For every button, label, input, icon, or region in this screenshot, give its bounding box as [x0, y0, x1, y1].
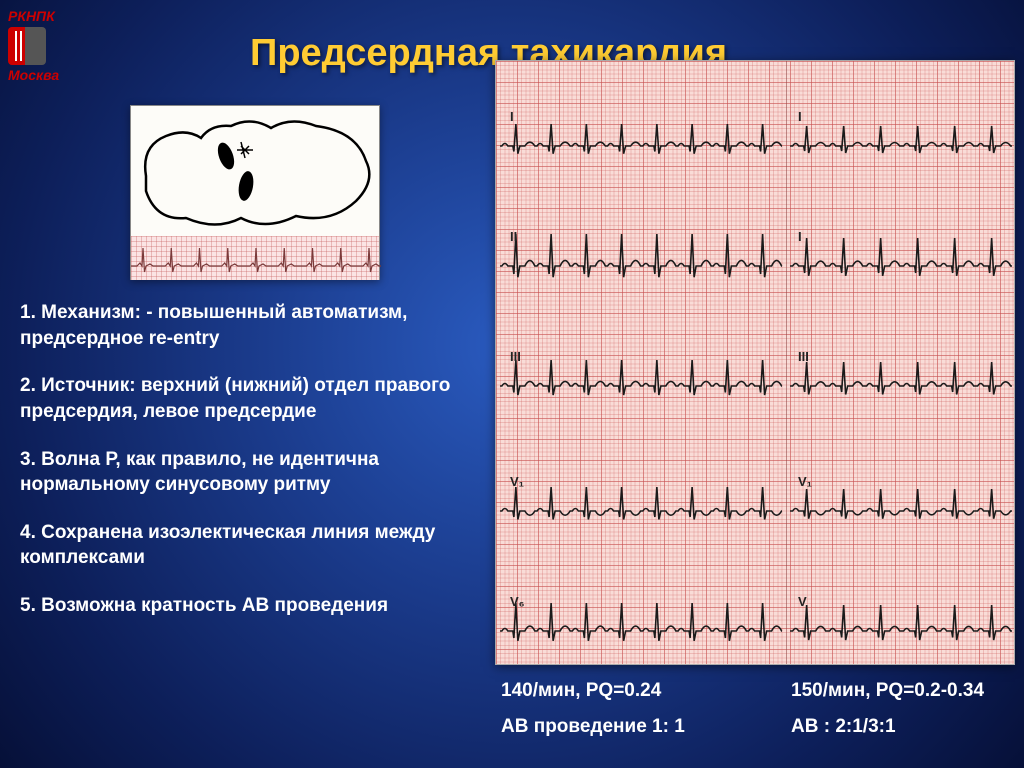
bullet-list: 1. Механизм: - повышенный автоматизм, пр… [20, 300, 490, 641]
lead-label: V₁ [510, 474, 524, 489]
logo-icon [8, 27, 46, 65]
bullet-item: 3. Волна Р, как правило, не идентична но… [20, 447, 490, 498]
bullet-item: 4. Сохранена изоэлектическая линия между… [20, 520, 490, 571]
ecg-panel: IIIIIIIIIIIV₁V₁V₆V [495, 60, 1015, 665]
bullet-item: 2. Источник: верхний (нижний) отдел прав… [20, 373, 490, 424]
logo-block: РКНПК Москва [8, 8, 59, 84]
logo-text-bottom: Москва [8, 67, 59, 84]
lead-label: V₆ [510, 594, 525, 609]
lead-label: I [798, 229, 802, 244]
lead-label: III [510, 349, 521, 364]
caption-rate-left: 140/мин, PQ=0.24 [495, 680, 785, 702]
lead-label: I [798, 109, 802, 124]
lead-label: I [510, 109, 514, 124]
caption-av-left: АВ проведение 1: 1 [495, 716, 785, 738]
mini-rhythm-strip [131, 236, 381, 280]
ecg-strip [496, 331, 1014, 431]
bullet-item: 1. Механизм: - повышенный автоматизм, пр… [20, 300, 490, 351]
lead-label: III [798, 349, 809, 364]
atria-outline-icon [131, 106, 381, 236]
bullet-item: 5. Возможна кратность АВ проведения [20, 593, 490, 619]
heart-diagram [130, 105, 380, 280]
caption-rate-right: 150/мин, PQ=0.2-0.34 [785, 680, 1015, 702]
ecg-strip [496, 211, 1014, 311]
ecg-strip [496, 91, 1014, 191]
ecg-strip [496, 576, 1014, 676]
caption-av-right: АВ : 2:1/3:1 [785, 716, 1015, 738]
lead-label: V₁ [798, 474, 812, 489]
ecg-captions: 140/мин, PQ=0.24 150/мин, PQ=0.2-0.34 АВ… [495, 680, 1015, 738]
ecg-strip [496, 456, 1014, 556]
logo-text-top: РКНПК [8, 8, 59, 25]
lead-label: II [510, 229, 517, 244]
lead-label: V [798, 594, 807, 609]
